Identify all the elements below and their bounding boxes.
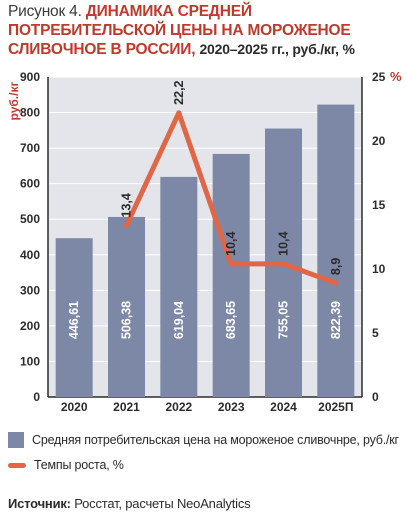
growth-value-label: 10,4: [224, 232, 238, 256]
x-tick-label: 2021: [113, 400, 140, 414]
y-left-tick-label: 300: [20, 283, 40, 297]
y-right-axis-label: %: [390, 69, 402, 84]
source-prefix: Источник:: [8, 496, 71, 511]
growth-value-label: 22,2: [172, 80, 186, 104]
y-right-tick-label: 20: [372, 134, 386, 148]
legend-item-bars: Средняя потребительская цена на морожено…: [8, 432, 400, 448]
figure-subtitle: 2020–2025 гг., руб./кг, %: [199, 41, 355, 57]
growth-point: [228, 261, 234, 267]
legend-line-label: Темпы роста, %: [34, 458, 124, 472]
legend-bar-swatch: [8, 432, 24, 448]
y-left-tick-label: 800: [20, 106, 40, 120]
y-left-tick-label: 200: [20, 319, 40, 333]
y-left-tick-label: 700: [20, 141, 40, 155]
growth-point: [281, 261, 286, 267]
figure-number: Рисунок 4.: [8, 3, 82, 20]
bar: [317, 104, 355, 397]
figure-title: ДИНАМИКА СРЕДНЕЙ ПОТРЕБИТЕЛЬСКОЙ ЦЕНЫ НА…: [8, 3, 351, 58]
growth-value-label: 10,4: [277, 232, 291, 256]
y-left-tick-label: 500: [20, 212, 40, 226]
bar-value-label: 619,04: [172, 301, 186, 339]
x-tick-label: 2022: [165, 400, 192, 414]
bar: [108, 216, 145, 397]
y-right-tick-label: 0: [372, 390, 379, 404]
x-tick-label: 2020: [61, 400, 88, 414]
y-left-axis-label: руб./кг: [7, 82, 21, 121]
legend-item-line: Темпы роста, %: [8, 458, 400, 472]
growth-point: [176, 110, 182, 116]
y-left-tick-label: 600: [20, 177, 40, 191]
legend-line-swatch: [8, 462, 26, 468]
growth-value-label: 8,9: [329, 258, 343, 275]
y-left-tick-label: 900: [20, 70, 40, 84]
plot-area: [48, 77, 362, 397]
y-left-tick-label: 400: [20, 248, 40, 262]
y-left-tick-label: 0: [33, 390, 40, 404]
y-left-tick-label: 100: [20, 354, 40, 368]
y-right-tick-label: 5: [372, 326, 379, 340]
bar-value-label: 683,65: [224, 301, 238, 339]
growth-point: [333, 280, 339, 286]
bar-value-label: 506,38: [120, 301, 134, 339]
bar-value-label: 755,05: [277, 301, 291, 339]
chart-svg: 0 100 200 300 400 500 600 700 800 900 0 5 10 15 20 25 ру…: [7, 69, 402, 414]
y-right-tick-label: 10: [372, 262, 386, 276]
x-tick-label: 2023: [218, 400, 245, 414]
growth-value-label: 13,4: [120, 193, 134, 217]
y-right-tick-label: 25: [372, 70, 386, 84]
bar: [160, 176, 198, 397]
source-text: Росстат, расчеты NeoAnalytics: [70, 496, 251, 511]
x-tick-label: 2025П: [318, 400, 353, 414]
y-right-tick-label: 15: [372, 198, 386, 212]
growth-point: [124, 222, 129, 228]
bar-value-label: 822,39: [329, 301, 343, 339]
bar: [212, 153, 250, 397]
source-note: Источник: Росстат, расчеты NeoAnalytics: [8, 496, 251, 511]
x-tick-label: 2024: [270, 400, 297, 414]
bar-value-label: 446,61: [67, 301, 81, 339]
bar: [55, 238, 93, 397]
chart-title: Рисунок 4. ДИНАМИКА СРЕДНЕЙ ПОТРЕБИТЕЛЬС…: [8, 2, 400, 59]
legend-bars-label: Средняя потребительская цена на морожено…: [32, 433, 399, 447]
